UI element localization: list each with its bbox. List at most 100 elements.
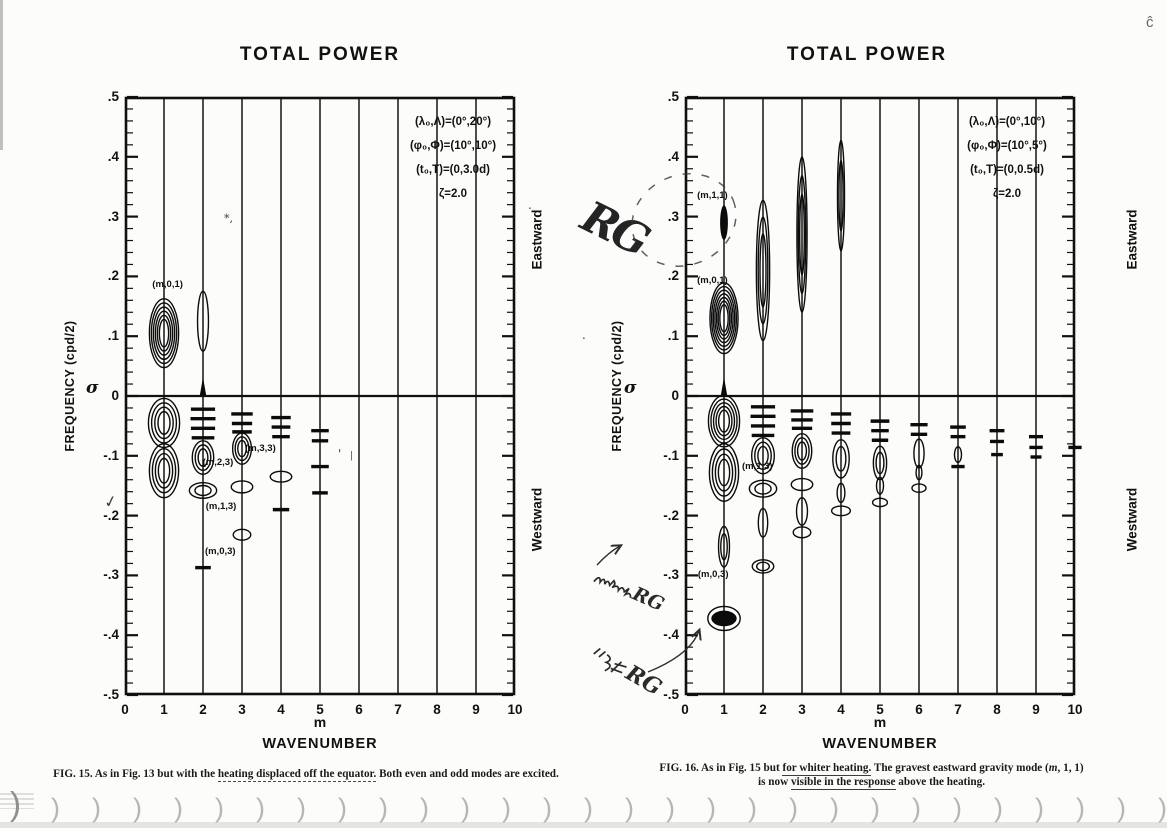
sigma-symbol: σ xyxy=(624,378,637,398)
contour-line xyxy=(757,507,769,538)
caption-segment: FIG. 16. As in Fig. 15 but xyxy=(659,762,783,774)
y-tick-label: .2 xyxy=(107,268,119,284)
param-line: (φ₀,Φ)=(10°,10°) xyxy=(409,140,497,152)
mode-label: (m,1,3) xyxy=(741,461,773,473)
binding-hole: ) xyxy=(953,793,962,823)
contour-line xyxy=(836,482,846,504)
contour-line xyxy=(154,452,174,489)
contour-line xyxy=(748,479,778,498)
param-line: (λ₀,Λ)=(0°,20°) xyxy=(414,116,492,128)
handwritten-scribble xyxy=(593,576,632,598)
binding-hole: ) xyxy=(625,793,634,823)
mode-label: (m,0,3) xyxy=(697,568,729,580)
contour-line xyxy=(711,448,737,497)
corner-pen-mark: ĉ xyxy=(1146,14,1154,31)
contour-line xyxy=(911,483,927,493)
binding-hole: ) xyxy=(994,793,1003,823)
caption-segment: heating displaced off the equator. xyxy=(217,768,377,782)
x-tick-label: 9 xyxy=(1032,702,1040,717)
binding-hole: ) xyxy=(215,793,224,823)
y-tick-label: -.2 xyxy=(663,507,679,523)
contour-line xyxy=(792,526,812,539)
contour-outline xyxy=(707,605,741,632)
contour-line xyxy=(751,559,775,574)
x-tick-label: 0 xyxy=(121,702,129,717)
contour-line xyxy=(230,480,254,494)
x-tick-label: 6 xyxy=(355,702,363,717)
contour-line xyxy=(830,505,852,517)
binding-hole: ) xyxy=(543,793,552,823)
scan-smudge xyxy=(0,793,34,809)
contour-line xyxy=(838,159,844,232)
param-line: (φ₀,Φ)=(10°,5°) xyxy=(967,140,1047,152)
x-tick-label: 0 xyxy=(681,702,689,717)
y-tick-label: -.1 xyxy=(663,447,679,463)
figure-caption: FIG. 16. As in Fig. 15 but for whiter he… xyxy=(623,762,1120,790)
svg-text:RG: RG xyxy=(620,659,666,701)
contour-filled xyxy=(711,610,737,627)
contour-spike xyxy=(720,377,728,395)
contour-line xyxy=(712,289,736,347)
contour-line xyxy=(754,441,772,471)
caption-segment: above the heating. xyxy=(895,775,985,788)
contour-line xyxy=(709,282,739,355)
caption-segment: for whiter heating. xyxy=(782,762,872,776)
y-tick-label: -.4 xyxy=(103,627,119,643)
handwritten-note-westward-1: RG xyxy=(593,576,667,616)
plot-canvas xyxy=(684,95,1082,697)
param-line: (t₀,T)=(0,0.5d) xyxy=(970,164,1044,176)
binding-hole: ) xyxy=(174,793,183,823)
contour-line xyxy=(794,437,810,465)
mode-label: (m,2,3) xyxy=(202,456,234,468)
contour-line xyxy=(151,447,177,494)
contour-line xyxy=(872,445,888,481)
x-tick-label: 1 xyxy=(720,702,728,717)
pencil-mark: *, xyxy=(224,212,233,225)
contour-line xyxy=(710,285,738,351)
mode-label: (m,0,3) xyxy=(204,546,236,558)
contour-line xyxy=(147,397,181,449)
pencil-arrow xyxy=(647,631,699,673)
binding-hole: ) xyxy=(1158,793,1167,823)
x-tick-label: 6 xyxy=(915,702,923,717)
mode-label: (m,1,3) xyxy=(205,501,237,513)
caption-segment: visible in the response xyxy=(790,775,896,790)
contour-line xyxy=(234,436,250,462)
x-tick-label: 7 xyxy=(394,702,402,717)
contour-line xyxy=(712,402,736,441)
caption-segment: Both even and odd modes are excited. xyxy=(376,768,559,780)
binding-hole: ) xyxy=(1035,793,1044,823)
svg-text:RG: RG xyxy=(628,582,667,616)
contour-line xyxy=(715,405,733,437)
contour-line xyxy=(835,445,847,472)
contour-line xyxy=(197,448,209,468)
x-tick-label: 8 xyxy=(433,702,441,717)
plot-canvas xyxy=(124,95,516,697)
y-tick-label: -.5 xyxy=(663,687,679,702)
param-line: (t₀,T)=(0,3.0d) xyxy=(416,164,490,176)
caption-line: FIG. 16. As in Fig. 15 but for whiter he… xyxy=(623,762,1120,776)
binding-hole: ) xyxy=(666,793,675,823)
contour-line xyxy=(953,446,963,464)
plot-border xyxy=(684,96,1076,696)
x-axis-label: WAVENUMBER xyxy=(822,736,938,752)
contour-filled xyxy=(720,205,728,240)
contour-line xyxy=(757,445,769,466)
y-tick-label: -.3 xyxy=(663,567,679,583)
x-tick-label: 10 xyxy=(507,702,523,717)
x-variable-label: m xyxy=(873,714,887,730)
contour-line xyxy=(796,156,808,313)
param-line: (λ₀,Λ)=(0°,10°) xyxy=(968,116,1046,128)
contour-line xyxy=(717,458,731,487)
contour-line xyxy=(796,441,808,461)
contour-line xyxy=(196,290,210,352)
figure-caption: FIG. 15. As in Fig. 13 but with the heat… xyxy=(50,768,562,782)
y-tick-label: .5 xyxy=(107,89,119,104)
contour-line xyxy=(714,453,734,492)
figure-title: TOTAL POWER xyxy=(239,44,401,65)
contour-line xyxy=(799,193,805,276)
contour-line xyxy=(790,477,814,492)
contour-line xyxy=(714,293,734,344)
